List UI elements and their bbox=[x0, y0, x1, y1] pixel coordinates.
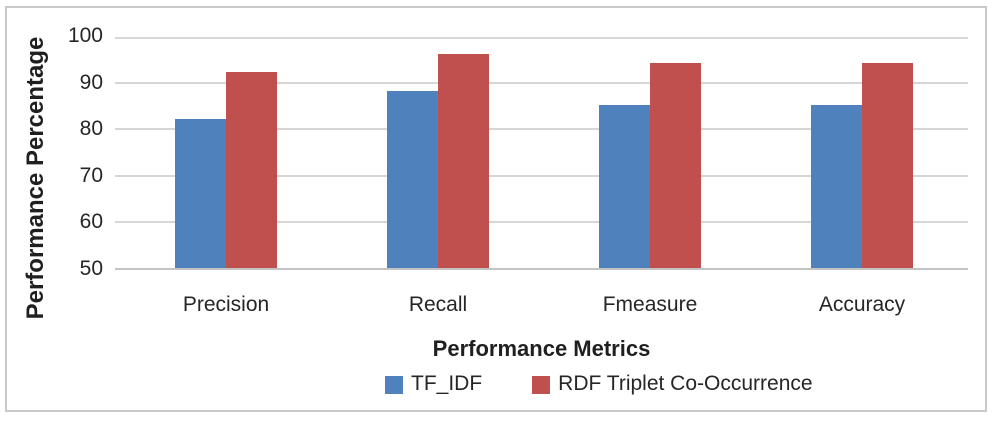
bar-rdf-triplet-co-occurrence-fmeasure bbox=[650, 62, 701, 268]
gridline-100 bbox=[115, 37, 968, 39]
y-tick-label-60: 60 bbox=[79, 210, 103, 234]
y-tick-label-80: 80 bbox=[79, 117, 103, 141]
bar-rdf-triplet-co-occurrence-accuracy bbox=[862, 62, 913, 268]
x-category-label-recall: Recall bbox=[408, 293, 468, 316]
y-tick-label-100: 100 bbox=[67, 24, 103, 47]
legend-item-rdf-triplet-co-occurrence: RDF Triplet Co-Occurrence bbox=[532, 372, 813, 396]
chart-legend: TF_IDF RDF Triplet Co-Occurrence bbox=[385, 372, 813, 396]
bar-rdf-triplet-co-occurrence-recall bbox=[438, 53, 489, 268]
x-axis-title: Performance Metrics bbox=[432, 336, 651, 361]
gridline-70 bbox=[115, 174, 968, 177]
gridline-80 bbox=[115, 128, 968, 131]
legend-swatch-tf-idf bbox=[385, 376, 403, 394]
bar-tf-idf-precision bbox=[175, 118, 226, 268]
x-category-label-precision: Precision bbox=[182, 293, 270, 316]
y-tick-label-90: 90 bbox=[79, 70, 103, 94]
y-tick-label-70: 70 bbox=[79, 163, 103, 187]
y-axis-title: Performance Percentage bbox=[22, 36, 49, 320]
bar-tf-idf-recall bbox=[387, 90, 438, 268]
bar-tf-idf-fmeasure bbox=[599, 104, 650, 268]
y-tick-label-50: 50 bbox=[79, 257, 103, 280]
gridline-60 bbox=[115, 221, 968, 224]
plot-area bbox=[115, 37, 968, 270]
bar-tf-idf-accuracy bbox=[811, 104, 862, 268]
legend-swatch-rdf-triplet-co-occurrence bbox=[532, 376, 551, 394]
legend-item-tf-idf: TF_IDF bbox=[385, 372, 482, 396]
x-category-label-fmeasure: Fmeasure bbox=[602, 293, 698, 316]
gridline-50 bbox=[115, 268, 968, 270]
legend-label-tf-idf: TF_IDF bbox=[411, 372, 483, 395]
x-category-label-accuracy: Accuracy bbox=[818, 293, 906, 316]
bar-rdf-triplet-co-occurrence-precision bbox=[226, 72, 277, 268]
gridline-90 bbox=[115, 81, 968, 84]
legend-label-rdf-triplet-co-occurrence: RDF Triplet Co-Occurrence bbox=[558, 372, 813, 395]
